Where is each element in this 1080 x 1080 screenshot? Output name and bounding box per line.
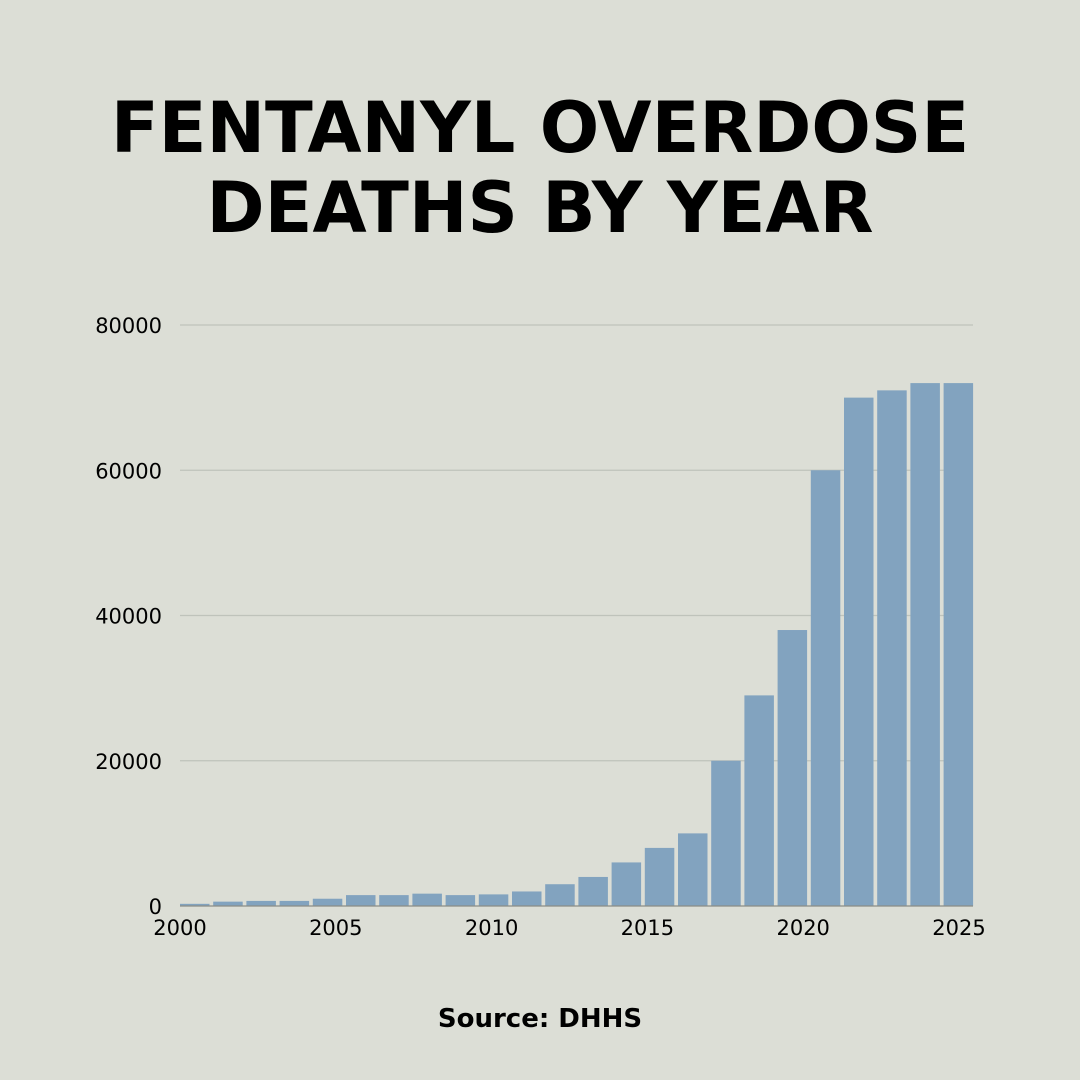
x-tick-label: 2020 <box>776 916 829 940</box>
bar-2012 <box>578 876 608 906</box>
bar-2020 <box>844 397 874 906</box>
bar-2021 <box>877 390 907 906</box>
gridlines <box>180 324 973 762</box>
x-tick-labels: 2000 2005 2010 2015 2020 2025 <box>153 916 985 940</box>
x-tick-label: 2000 <box>153 916 206 940</box>
bar-2011 <box>545 884 575 906</box>
bar-2008 <box>445 895 476 906</box>
y-tick-label: 60000 <box>95 459 162 483</box>
bar-2015 <box>678 833 708 906</box>
bar-2002 <box>246 900 276 906</box>
bar-2018 <box>777 630 808 906</box>
bar-2006 <box>379 895 409 906</box>
y-tick-label: 40000 <box>95 605 162 629</box>
y-tick-label: 80000 <box>95 314 162 338</box>
chart-title: FENTANYL OVERDOSE DEATHS BY YEAR <box>0 88 1080 248</box>
bar-2022 <box>910 383 940 907</box>
bar-2007 <box>412 893 442 906</box>
y-tick-label: 0 <box>149 895 162 919</box>
x-tick-label: 2015 <box>621 916 674 940</box>
x-tick-label: 2025 <box>932 916 985 940</box>
bar-2019 <box>810 470 841 906</box>
bar-2001 <box>213 901 243 906</box>
bar-2016 <box>711 760 741 906</box>
bar-2010 <box>512 891 542 906</box>
bar-2014 <box>644 847 675 906</box>
bar-2013 <box>611 862 642 906</box>
bar-2004 <box>312 898 343 906</box>
bar-2000 <box>180 903 210 906</box>
x-tick-label: 2005 <box>309 916 362 940</box>
y-tick-labels: 0 20000 40000 60000 80000 <box>95 314 162 919</box>
y-tick-label: 20000 <box>95 750 162 774</box>
bar-2005 <box>346 895 376 906</box>
bar-2003 <box>279 900 310 906</box>
x-tick-label: 2010 <box>465 916 518 940</box>
title-line-2: DEATHS BY YEAR <box>206 167 874 249</box>
bar-2009 <box>478 894 509 906</box>
title-line-1: FENTANYL OVERDOSE <box>110 87 970 169</box>
bar-2023 <box>943 383 974 907</box>
bars <box>180 383 974 907</box>
source-note: Source: DHHS <box>437 1004 643 1034</box>
bar-2017 <box>744 695 774 906</box>
